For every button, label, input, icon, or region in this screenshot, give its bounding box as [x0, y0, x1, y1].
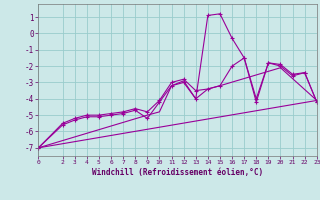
X-axis label: Windchill (Refroidissement éolien,°C): Windchill (Refroidissement éolien,°C) [92, 168, 263, 177]
